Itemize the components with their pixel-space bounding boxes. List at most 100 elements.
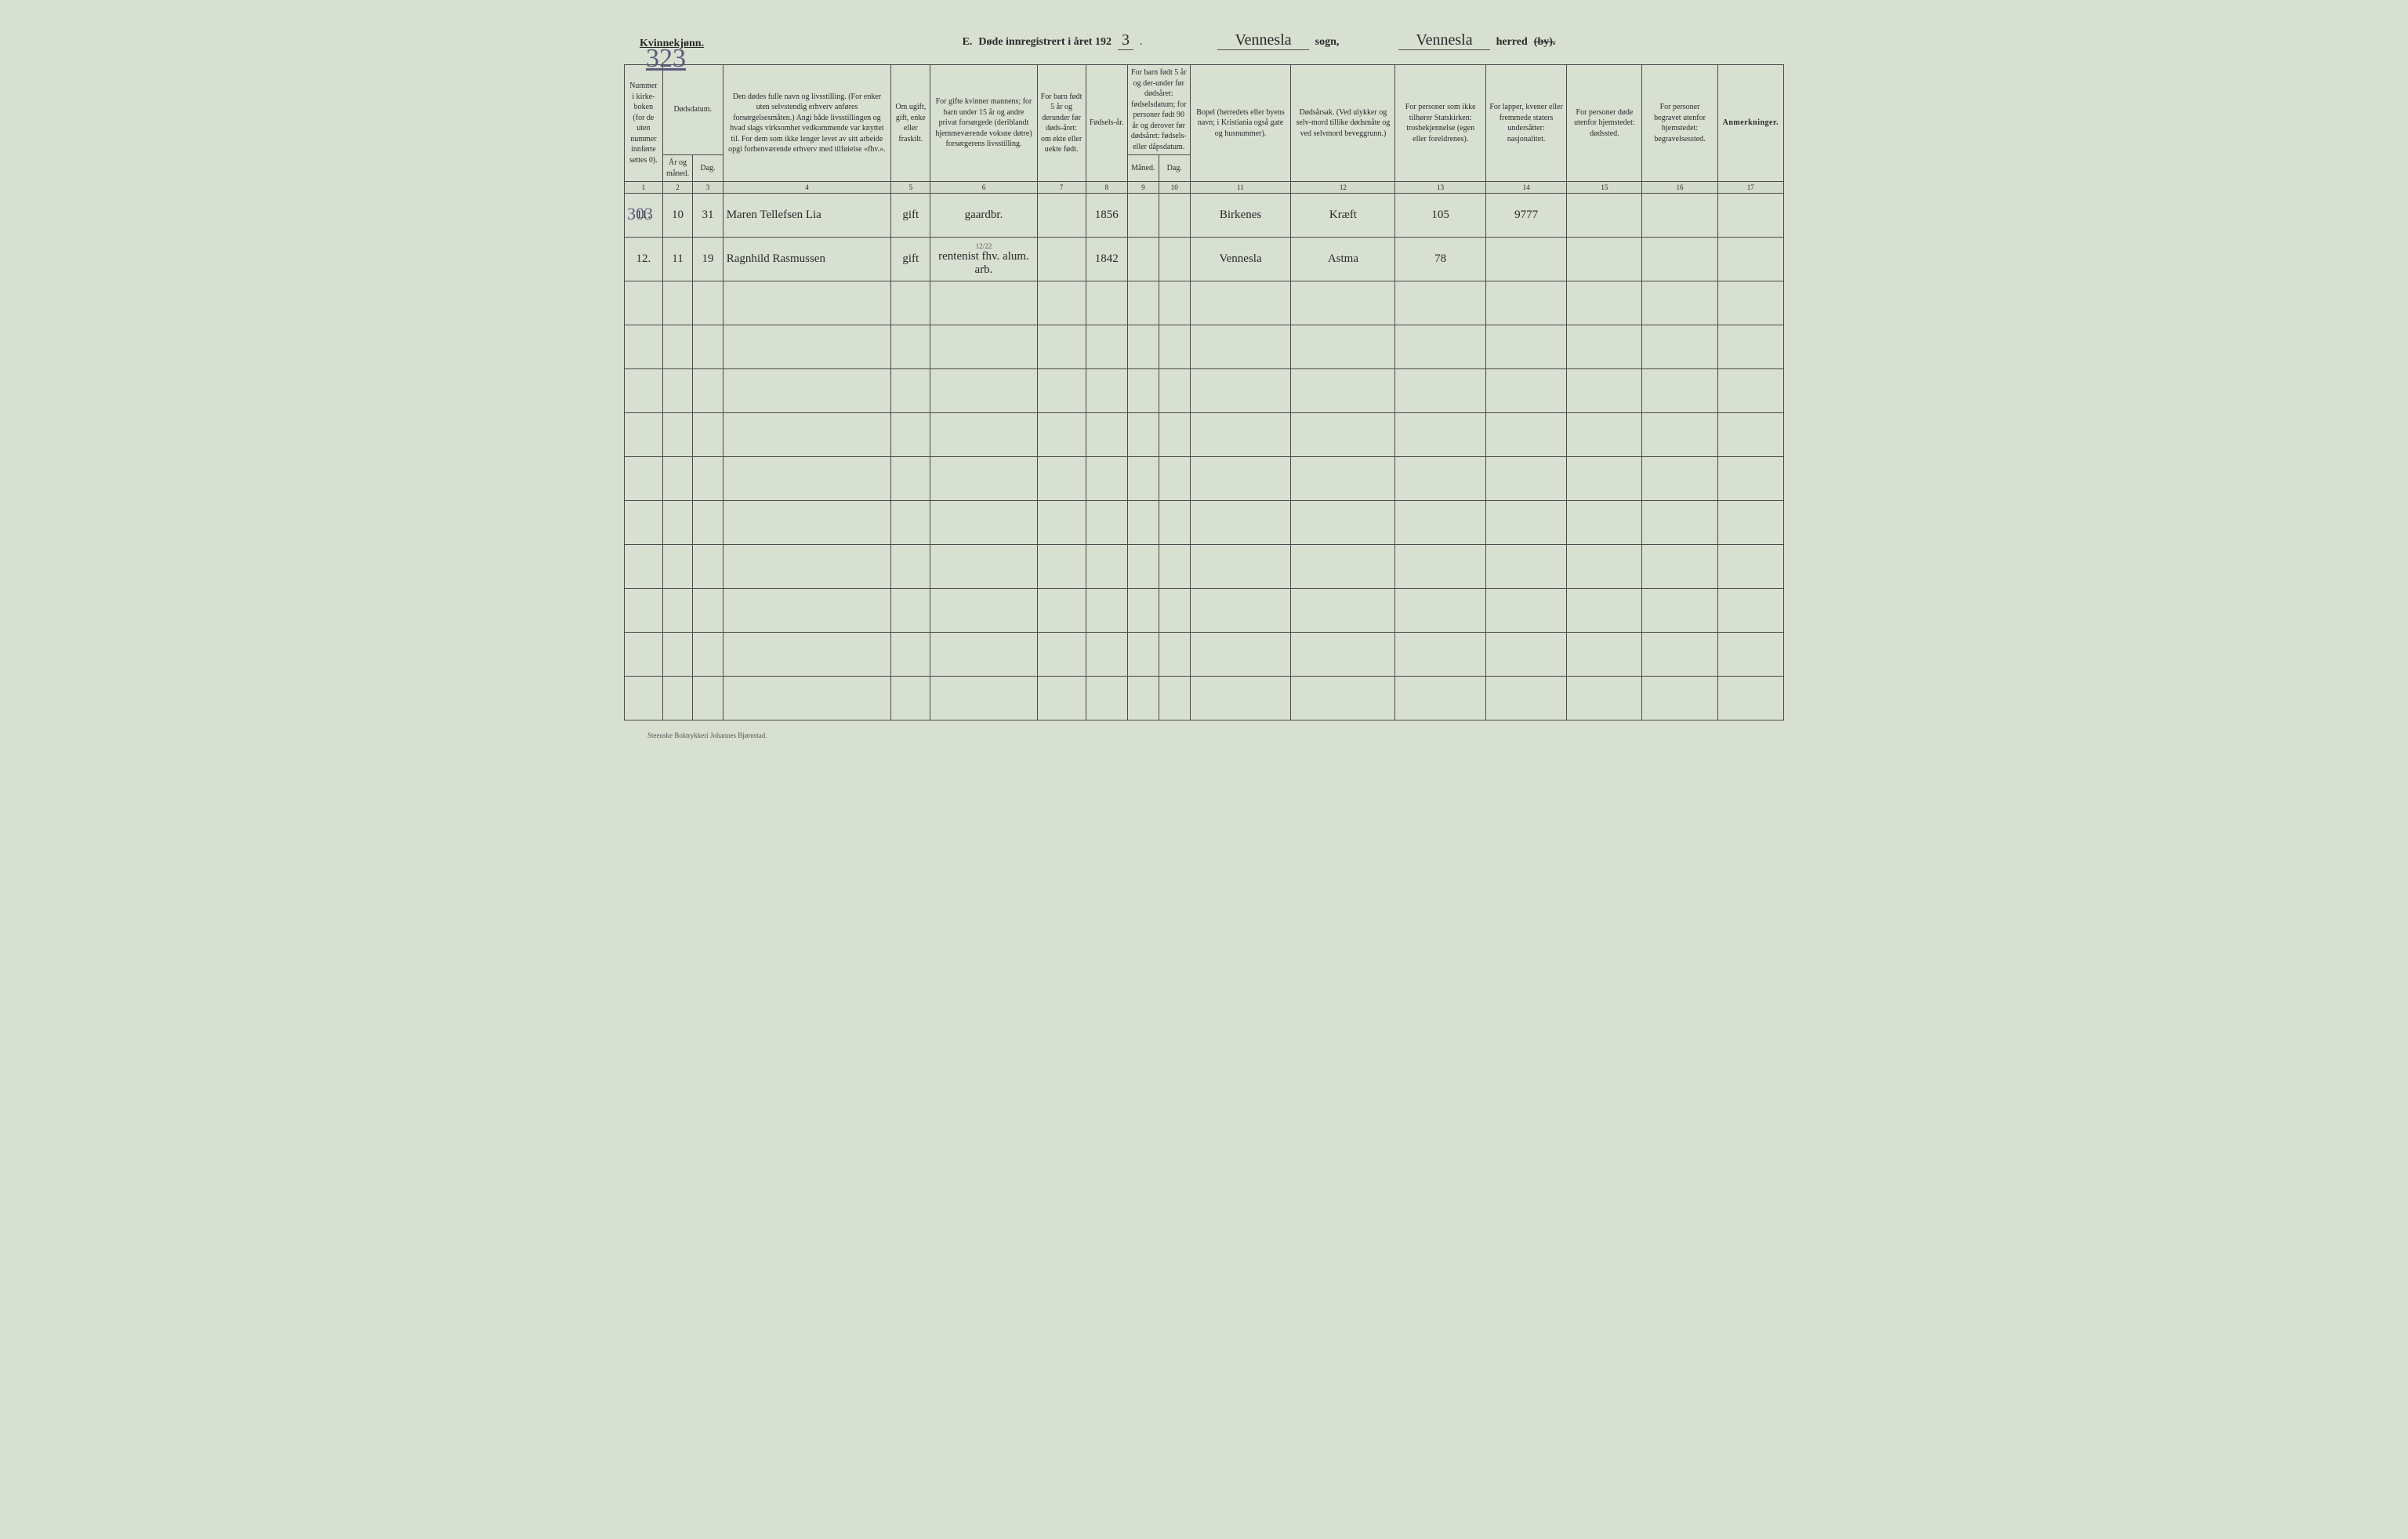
cell-empty xyxy=(1395,413,1485,457)
cell xyxy=(1127,194,1159,238)
cell-empty xyxy=(662,413,692,457)
col-header-16: For personer begravet utenfor hjemstedet… xyxy=(1642,65,1717,182)
cell-empty xyxy=(723,501,890,545)
cell-empty xyxy=(1190,281,1291,325)
cell: Vennesla xyxy=(1190,238,1291,281)
cell-empty xyxy=(1127,369,1159,413)
col-header-2-group: Dødsdatum. xyxy=(662,65,723,155)
cell-empty xyxy=(1395,633,1485,677)
col-header-4: Den dødes fulle navn og livsstilling. (F… xyxy=(723,65,890,182)
cell-empty xyxy=(1717,589,1783,633)
cell-empty xyxy=(1485,545,1567,589)
table-row-empty xyxy=(625,413,1784,457)
cell-empty xyxy=(1642,281,1717,325)
colnum: 17 xyxy=(1717,182,1783,194)
colnum: 3 xyxy=(693,182,723,194)
cell-empty xyxy=(1159,589,1190,633)
cell-empty xyxy=(930,281,1037,325)
title-line: E. Døde innregistrert i året 192 3 . Ven… xyxy=(749,31,1768,50)
cell-empty xyxy=(662,325,692,369)
col-header-9-group: For barn født 5 år og der-under før døds… xyxy=(1127,65,1190,155)
cell-empty xyxy=(662,369,692,413)
cell-empty xyxy=(891,457,930,501)
cell-empty xyxy=(1642,501,1717,545)
cell-empty xyxy=(625,281,663,325)
colnum: 15 xyxy=(1567,182,1642,194)
cell-empty xyxy=(1485,457,1567,501)
cell: Ragnhild Rasmussen xyxy=(723,238,890,281)
sogn-label: sogn, xyxy=(1315,36,1340,49)
col-header-14: For lapper, kvener eller fremmede stater… xyxy=(1485,65,1567,182)
colnum: 11 xyxy=(1190,182,1291,194)
table-head: Nummer i kirke-boken (for de uten nummer… xyxy=(625,65,1784,194)
cell-empty xyxy=(1190,325,1291,369)
colnum: 2 xyxy=(662,182,692,194)
cell-empty xyxy=(1395,545,1485,589)
cell: 105 xyxy=(1395,194,1485,238)
colnum: 16 xyxy=(1642,182,1717,194)
colnum: 9 xyxy=(1127,182,1159,194)
cell xyxy=(1717,194,1783,238)
colnum: 12 xyxy=(1291,182,1395,194)
cell-empty xyxy=(1159,457,1190,501)
page-number-handwritten: 323 xyxy=(646,44,686,74)
col-header-13: For personer som ikke tilhører Statskirk… xyxy=(1395,65,1485,182)
header-row: Kvinnekjønn. E. Døde innregistrert i åre… xyxy=(624,31,1784,50)
column-number-row: 1 2 3 4 5 6 7 8 9 10 11 12 13 14 15 16 1… xyxy=(625,182,1784,194)
col-header-9b: Dag. xyxy=(1159,155,1190,182)
cell-empty xyxy=(1485,281,1567,325)
cell-empty xyxy=(930,677,1037,720)
cell-empty xyxy=(1291,281,1395,325)
cell-empty xyxy=(1717,633,1783,677)
cell xyxy=(1567,194,1642,238)
cell-empty xyxy=(1086,457,1127,501)
cell-empty xyxy=(693,325,723,369)
cell-empty xyxy=(1159,677,1190,720)
cell xyxy=(1485,238,1567,281)
table-row-empty xyxy=(625,589,1784,633)
col-header-8: Fødsels-år. xyxy=(1086,65,1127,182)
cell xyxy=(1159,238,1190,281)
cell-empty xyxy=(1086,281,1127,325)
cell-empty xyxy=(930,545,1037,589)
cell-empty xyxy=(1037,501,1086,545)
cell-empty xyxy=(1190,457,1291,501)
cell-empty xyxy=(693,677,723,720)
by-struck: (by). xyxy=(1534,36,1556,49)
cell-empty xyxy=(625,633,663,677)
cell-empty xyxy=(693,589,723,633)
cell-empty xyxy=(1717,369,1783,413)
table-row: 12.1119Ragnhild Rasmussengift12/22renten… xyxy=(625,238,1784,281)
cell-empty xyxy=(1717,545,1783,589)
cell-empty xyxy=(1642,677,1717,720)
document-page: 323 303 Kvinnekjønn. E. Døde innregistre… xyxy=(624,31,1784,739)
cell-empty xyxy=(1291,325,1395,369)
cell: 12. xyxy=(625,238,663,281)
table-row-empty xyxy=(625,281,1784,325)
cell-empty xyxy=(1190,589,1291,633)
col-header-1: Nummer i kirke-boken (for de uten nummer… xyxy=(625,65,663,182)
cell-empty xyxy=(723,457,890,501)
col-header-7: For barn født 5 år og derunder før døds-… xyxy=(1037,65,1086,182)
cell-empty xyxy=(1717,501,1783,545)
cell-empty xyxy=(693,633,723,677)
register-table: Nummer i kirke-boken (for de uten nummer… xyxy=(624,64,1784,720)
year-suffix: 3 xyxy=(1118,31,1133,50)
cell-empty xyxy=(693,413,723,457)
cell-empty xyxy=(625,325,663,369)
cell-empty xyxy=(1567,369,1642,413)
cell-empty xyxy=(1717,281,1783,325)
cell-empty xyxy=(625,457,663,501)
cell-empty xyxy=(1395,589,1485,633)
cell-empty xyxy=(625,589,663,633)
cell-empty xyxy=(1127,633,1159,677)
cell-empty xyxy=(1717,325,1783,369)
cell-empty xyxy=(1086,501,1127,545)
cell-empty xyxy=(1485,325,1567,369)
cell xyxy=(1159,194,1190,238)
cell-empty xyxy=(1642,589,1717,633)
cell-empty xyxy=(1567,633,1642,677)
cell-empty xyxy=(693,281,723,325)
sogn-value: Vennesla xyxy=(1217,31,1308,50)
cell-empty xyxy=(1567,677,1642,720)
